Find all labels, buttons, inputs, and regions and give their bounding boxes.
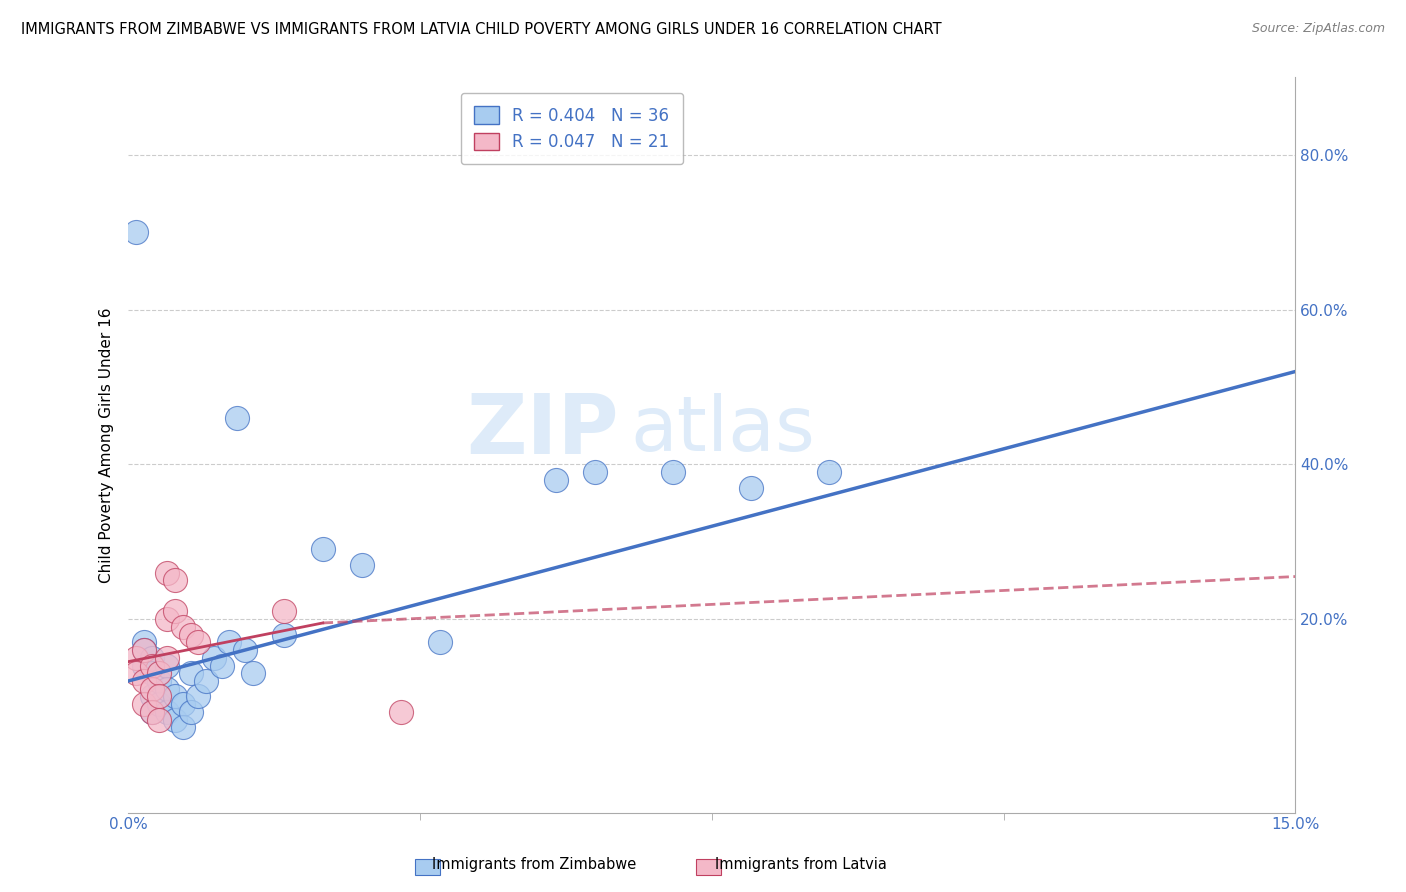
Point — [156, 705, 179, 719]
Point — [350, 558, 373, 572]
Point — [163, 690, 186, 704]
Point — [148, 666, 170, 681]
Text: Immigrants from Latvia: Immigrants from Latvia — [716, 857, 887, 872]
Point — [156, 566, 179, 580]
Point — [583, 465, 606, 479]
Point — [141, 650, 163, 665]
Point — [179, 627, 201, 641]
Point — [242, 666, 264, 681]
Point — [546, 473, 568, 487]
Point — [226, 411, 249, 425]
Point — [179, 666, 201, 681]
Point — [156, 658, 179, 673]
Point — [312, 542, 335, 557]
Y-axis label: Child Poverty Among Girls Under 16: Child Poverty Among Girls Under 16 — [100, 307, 114, 582]
Point — [218, 635, 240, 649]
Point — [141, 681, 163, 696]
Point — [148, 697, 170, 711]
Point — [740, 481, 762, 495]
Point — [156, 681, 179, 696]
Point — [202, 650, 225, 665]
Point — [156, 650, 179, 665]
Point — [179, 705, 201, 719]
Point — [233, 643, 256, 657]
Point — [132, 635, 155, 649]
Point — [125, 225, 148, 239]
Point — [141, 705, 163, 719]
Point — [187, 690, 209, 704]
Point — [163, 604, 186, 618]
Point — [132, 658, 155, 673]
Text: Source: ZipAtlas.com: Source: ZipAtlas.com — [1251, 22, 1385, 36]
Point — [125, 650, 148, 665]
Point — [156, 612, 179, 626]
Point — [163, 574, 186, 588]
Text: atlas: atlas — [630, 393, 815, 467]
Point — [429, 635, 451, 649]
Point — [172, 697, 194, 711]
Point — [817, 465, 839, 479]
Legend: R = 0.404   N = 36, R = 0.047   N = 21: R = 0.404 N = 36, R = 0.047 N = 21 — [461, 93, 683, 164]
Point — [172, 720, 194, 734]
Point — [211, 658, 233, 673]
Point — [141, 705, 163, 719]
Point — [125, 666, 148, 681]
Point — [273, 604, 295, 618]
Point — [389, 705, 412, 719]
Text: IMMIGRANTS FROM ZIMBABWE VS IMMIGRANTS FROM LATVIA CHILD POVERTY AMONG GIRLS UND: IMMIGRANTS FROM ZIMBABWE VS IMMIGRANTS F… — [21, 22, 942, 37]
Point — [163, 713, 186, 727]
Point — [187, 635, 209, 649]
Text: Immigrants from Zimbabwe: Immigrants from Zimbabwe — [432, 857, 637, 872]
Text: ZIP: ZIP — [465, 390, 619, 471]
Point — [132, 673, 155, 688]
Point — [141, 658, 163, 673]
Point — [132, 643, 155, 657]
Point — [148, 690, 170, 704]
Point — [141, 666, 163, 681]
Point — [273, 627, 295, 641]
Point — [141, 690, 163, 704]
Point — [148, 713, 170, 727]
Point — [148, 673, 170, 688]
Point — [662, 465, 685, 479]
Point — [132, 643, 155, 657]
Point — [195, 673, 218, 688]
Point — [172, 620, 194, 634]
Point — [132, 697, 155, 711]
